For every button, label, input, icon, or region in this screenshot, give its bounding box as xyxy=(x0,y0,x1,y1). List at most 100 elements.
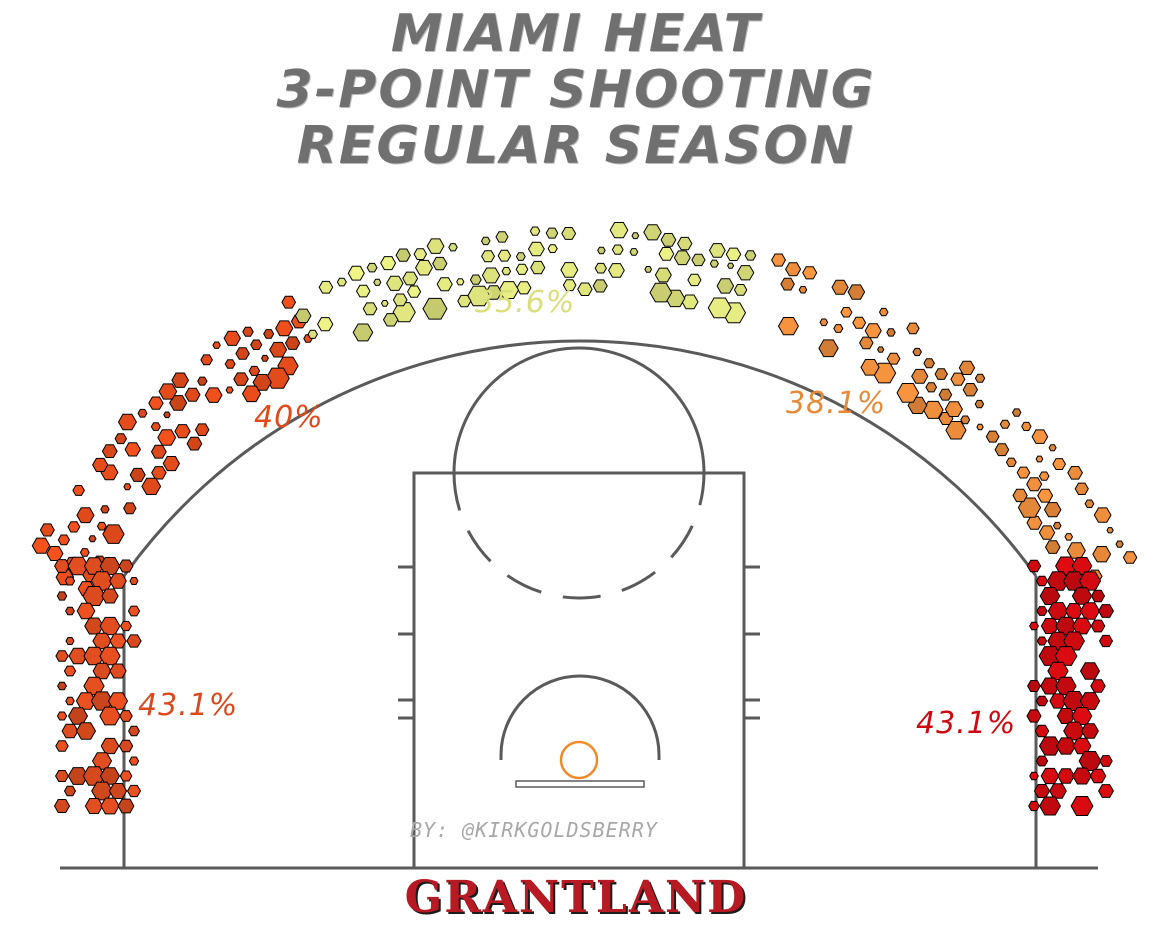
shot-hex-right-wing xyxy=(934,368,948,380)
shot-hex-left-wing xyxy=(101,444,118,458)
shot-hex-left-wing xyxy=(31,537,51,554)
shot-hex-left-corner xyxy=(117,798,135,814)
shot-hex-top-of-key xyxy=(530,260,546,275)
shot-hex-right-corner xyxy=(1029,621,1039,631)
shot-hex-left-wing xyxy=(76,507,95,524)
shot-hex-left-wing xyxy=(169,395,188,411)
shot-hex-right-corner xyxy=(1089,768,1107,784)
shot-hex-top-of-key xyxy=(380,256,397,271)
shot-hex-right-corner xyxy=(1070,796,1094,816)
shot-hex-left-corner xyxy=(129,577,139,585)
shot-hex-left-wing xyxy=(224,359,236,369)
shot-hex-right-wing xyxy=(1012,488,1028,503)
shot-hex-top-of-key xyxy=(577,282,593,296)
shot-hex-top-of-key xyxy=(673,250,691,266)
shot-hex-left-corner xyxy=(100,797,120,815)
shot-hex-top-of-key xyxy=(691,253,706,267)
shot-hex-right-wing xyxy=(1005,457,1017,467)
shot-hex-right-corner xyxy=(1098,604,1114,618)
shot-hex-right-wing xyxy=(1038,471,1050,481)
shot-hex-left-wing xyxy=(123,502,137,515)
shot-hex-right-wing xyxy=(852,316,867,329)
zone-label-top-of-key: 35.6% xyxy=(475,285,576,320)
shot-hex-right-wing xyxy=(859,336,874,350)
shot-hex-left-corner xyxy=(128,756,140,766)
shot-hex-right-corner xyxy=(1040,767,1060,785)
shot-hex-left-wing xyxy=(269,341,288,358)
shot-hex-right-wing xyxy=(1066,542,1086,559)
shot-hex-top-of-key xyxy=(560,262,579,278)
paint xyxy=(412,471,746,870)
shot-hex-right-wing xyxy=(974,399,985,409)
shot-hex-right-corner xyxy=(1063,631,1085,651)
shot-hex-right-corner xyxy=(1056,737,1076,755)
shot-hex-top-of-key xyxy=(402,271,419,286)
shot-hex-right-wing xyxy=(1044,540,1061,554)
shot-hex-left-wing xyxy=(96,521,107,531)
shot-hex-left-wing xyxy=(150,444,167,459)
shot-hex-right-wing xyxy=(777,317,799,336)
shot-hex-right-wing xyxy=(896,383,920,403)
shot-hex-right-corner xyxy=(1035,695,1049,707)
shot-hex-top-of-key xyxy=(644,266,653,273)
shot-hex-right-corner xyxy=(1039,587,1061,605)
shot-hex-right-corner xyxy=(1072,767,1092,785)
shot-hex-right-wing xyxy=(847,284,866,300)
shot-hex-left-corner xyxy=(67,707,89,725)
shot-hex-left-wing xyxy=(163,411,171,419)
shot-hex-right-wing xyxy=(771,253,787,267)
shot-hex-top-of-key xyxy=(336,277,347,287)
shot-hex-top-of-key xyxy=(432,256,448,271)
shot-hex-left-corner xyxy=(120,620,132,632)
shot-hex-left-wing xyxy=(171,372,190,388)
shot-hex-top-of-key xyxy=(457,294,472,308)
shot-hex-top-of-key xyxy=(495,231,509,243)
shot-hex-top-of-key xyxy=(380,300,389,307)
shot-hex-top-of-key xyxy=(481,267,501,284)
shot-hex-top-of-key xyxy=(733,284,748,296)
shot-hex-top-of-key xyxy=(392,302,416,323)
shot-hex-left-wing xyxy=(129,467,146,482)
shot-hex-left-wing xyxy=(284,336,301,350)
shot-hex-right-wing xyxy=(1122,551,1138,564)
shot-hex-left-wing xyxy=(197,376,208,386)
shot-hex-left-corner xyxy=(99,706,121,726)
shot-hex-left-corner xyxy=(128,725,140,737)
shot-hex-left-wing xyxy=(137,408,148,418)
shot-hex-right-wing xyxy=(1093,507,1112,523)
shot-hex-top-of-key xyxy=(395,248,411,262)
shot-hex-right-corner xyxy=(1072,617,1092,635)
shot-hex-right-wing xyxy=(1011,408,1022,417)
shot-hex-right-wing xyxy=(945,421,967,440)
shot-hex-top-of-key xyxy=(307,329,318,339)
shot-hex-top-of-key xyxy=(448,243,458,252)
shot-hex-right-wing xyxy=(958,360,976,375)
shot-hex-right-wing xyxy=(785,262,802,277)
shot-hex-right-wing xyxy=(1084,499,1095,508)
shot-hex-right-wing xyxy=(1115,540,1124,548)
shot-hex-top-of-key xyxy=(436,277,453,292)
shot-hex-top-of-key xyxy=(597,246,606,255)
shot-hex-top-of-key xyxy=(631,232,640,240)
shot-hex-right-corner xyxy=(1026,709,1042,723)
shot-hex-top-of-key xyxy=(608,263,625,278)
shot-hex-right-wing xyxy=(974,373,986,383)
shot-hex-top-of-key xyxy=(592,279,608,293)
shot-hex-left-wing xyxy=(223,330,241,346)
shot-hex-top-of-key xyxy=(561,227,577,240)
shot-hex-top-of-key xyxy=(317,317,334,332)
shot-hex-right-wing xyxy=(911,368,929,384)
shot-hex-right-wing xyxy=(1017,497,1042,518)
shot-hex-top-of-key xyxy=(413,248,428,260)
shot-hex-left-wing xyxy=(225,386,234,394)
shot-hex-top-of-key xyxy=(707,297,732,319)
byline: BY: @KIRKGOLDSBERRY xyxy=(410,818,658,842)
shot-hex-right-wing xyxy=(1052,458,1067,470)
shot-hex-top-of-key xyxy=(386,275,404,291)
shot-hex-top-of-key xyxy=(708,243,726,258)
shot-hex-top-of-key xyxy=(456,278,465,286)
shot-hex-right-wing xyxy=(906,322,920,335)
shot-hex-top-of-key xyxy=(294,308,312,323)
shot-hex-right-wing xyxy=(877,346,885,353)
shot-hex-left-wing xyxy=(151,466,167,480)
